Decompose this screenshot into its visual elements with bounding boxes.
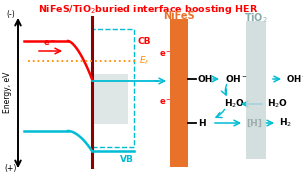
Text: e$^-$: e$^-$	[159, 97, 173, 107]
Bar	[246, 21, 266, 159]
Text: (+): (+)	[5, 164, 17, 174]
Bar	[92, 29, 134, 147]
Text: H$_2$O: H$_2$O	[224, 98, 245, 110]
Text: TiO$_2$: TiO$_2$	[244, 11, 268, 25]
Text: CB: CB	[138, 37, 152, 46]
Text: Energy, eV: Energy, eV	[2, 71, 12, 113]
Text: H$_2$O: H$_2$O	[267, 98, 288, 110]
Text: OH: OH	[198, 74, 213, 84]
Text: OH$^-$: OH$^-$	[225, 74, 248, 84]
Text: [H]: [H]	[246, 119, 262, 128]
Text: H$_2$: H$_2$	[279, 117, 292, 129]
Text: E$_f$: E$_f$	[139, 55, 150, 67]
Text: e$^-$: e$^-$	[159, 49, 173, 59]
Text: (-): (-)	[7, 11, 15, 19]
Text: NiFeS/TiO$_2$buried interface boosting HER: NiFeS/TiO$_2$buried interface boosting H…	[38, 3, 258, 16]
Bar	[92, 74, 128, 124]
Bar	[170, 19, 188, 167]
Text: VB: VB	[120, 154, 134, 163]
Text: e$^-$: e$^-$	[43, 38, 57, 48]
Text: NiFeS: NiFeS	[163, 11, 195, 21]
Text: H: H	[198, 119, 206, 128]
Text: OH$^-$: OH$^-$	[286, 74, 303, 84]
